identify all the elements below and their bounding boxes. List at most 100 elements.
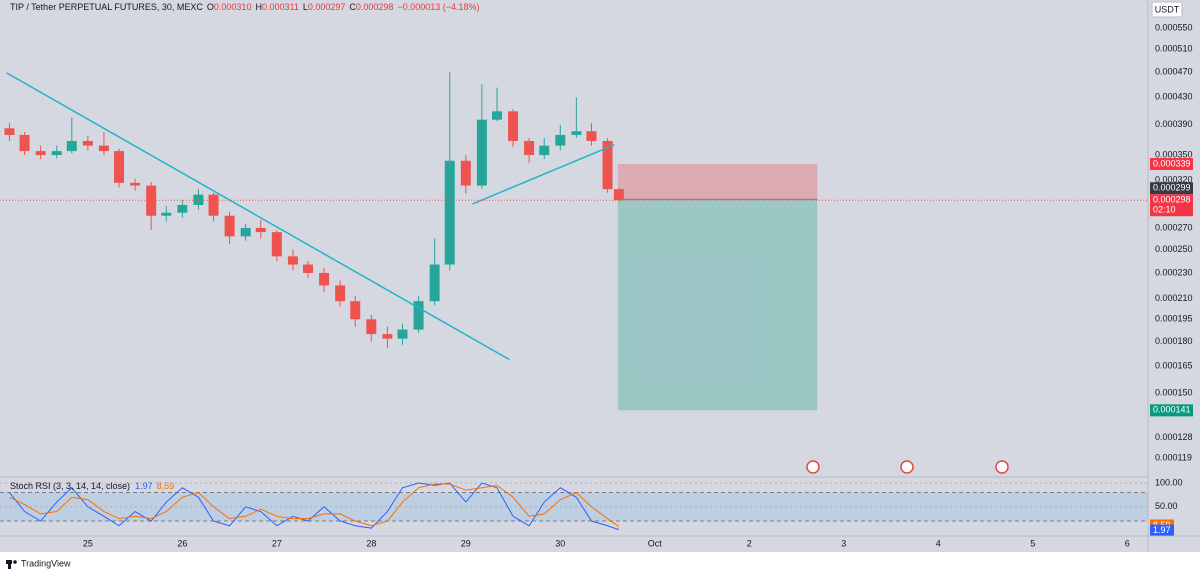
y-tick-label: 0.000470 [1155,67,1193,77]
y-tick-label: 0.000165 [1155,361,1193,371]
candle-body [255,227,266,233]
ohlc-key: C [349,2,356,12]
candle-body [51,151,62,156]
stoch-line [9,483,620,527]
ohlc-value: 0.000297 [308,2,346,12]
candle-body [114,151,125,183]
x-tick-label: 27 [272,538,282,548]
candle-body [208,194,219,216]
candle-body [491,111,502,120]
change: −0.000013 (−4.18%) [397,2,479,12]
x-tick-label: 30 [555,538,565,548]
candle-body [382,334,393,339]
y-tick-label: 0.000390 [1155,119,1193,129]
x-tick-label: 3 [841,538,846,548]
candle-body [539,145,550,156]
candle-body [613,189,624,201]
ohlc-key: H [255,2,262,12]
candle-body [508,111,519,141]
candle-body [303,264,314,273]
y-tick-label: 0.000550 [1155,23,1193,33]
x-tick-label: 4 [936,538,941,548]
stop-price-label: 0.000339 [1153,158,1191,168]
x-tick-label: 28 [366,538,376,548]
candle-body [177,204,188,213]
target-price-label: 0.000141 [1153,405,1191,415]
candle-body [146,185,157,216]
x-tick-label: 6 [1125,538,1130,548]
candle-body [66,140,77,152]
events [806,460,1009,474]
candle-body [413,301,424,330]
brand-name: TradingView [21,558,71,568]
candle-body [287,256,298,265]
stop-zone [617,164,818,200]
y-tick-label: 0.000119 [1155,452,1192,462]
x-tick-label: 26 [177,538,187,548]
y-tick-label: 0.000150 [1155,387,1193,397]
indicator-value: 8.59 [157,481,175,491]
ohlc-key: L [303,2,308,12]
y-tick-label: 0.000350 [1155,149,1193,159]
candle-body [586,131,597,141]
y-tick-label: 0.000195 [1155,314,1193,324]
brand: TradingView [6,558,71,569]
candle-body [224,215,235,237]
stoch-line [9,482,620,531]
logo-part [8,560,11,569]
currency-button[interactable] [1151,1,1183,18]
y-tick-label: 100.00 [1155,477,1183,487]
chart-background [0,0,1200,552]
y-tick-label: 0.000128 [1155,432,1193,442]
candle-body [524,140,535,156]
y-tick-label: 0.000230 [1155,267,1193,277]
candle-body [602,140,613,190]
event-flag[interactable] [995,460,1009,474]
candle-body [476,119,487,186]
y-tick-label: 0.000270 [1155,222,1193,232]
x-tick-label: 29 [461,538,471,548]
x-tick-label: Oct [648,538,663,548]
candle-body [335,285,346,302]
event-flag[interactable] [806,460,820,474]
x-tick-label: 25 [83,538,93,548]
candle-body [130,182,141,186]
candle-body [429,264,440,302]
footer-background [0,552,1200,576]
y-tick-label: 0.000250 [1155,244,1193,254]
indicator-value-box [1150,524,1174,536]
y-tick-label: 0.000180 [1155,336,1193,346]
target-zone [617,199,818,411]
candle-body [82,140,93,146]
last-price-label-box [1150,194,1193,217]
candle-body [4,128,15,135]
logo-part [13,560,17,564]
candle-body [397,329,408,339]
candle-body [350,301,361,320]
candle-body [240,227,251,237]
x-tick-label: 2 [747,538,752,548]
y-tick-label: 0.000510 [1155,44,1193,54]
candle-body [555,134,566,146]
target-price-label-box [1150,404,1193,417]
indicator-value: 1.97 [135,481,153,491]
candle-body [444,160,455,265]
y-tick-label: 0.000430 [1155,92,1193,102]
candle-body [319,272,330,286]
ohlc-value: 0.000298 [356,2,394,12]
currency[interactable]: USDT [1155,4,1180,14]
ohlc-key: O [207,2,214,12]
y-tick-label: 0.000320 [1155,175,1193,185]
trendline [472,144,615,205]
indicator-value-label: 1.97 [1153,525,1171,535]
candle-body [161,212,172,216]
entry-price-label-box [1150,182,1193,195]
x-tick-label: 5 [1030,538,1035,548]
entry-price-label: 0.000299 [1153,183,1191,193]
candle-body [98,145,109,152]
ohlc-value: 0.000311 [262,2,299,12]
event-flag[interactable] [900,460,914,474]
candle-body [571,131,582,135]
candle-body [271,232,282,257]
